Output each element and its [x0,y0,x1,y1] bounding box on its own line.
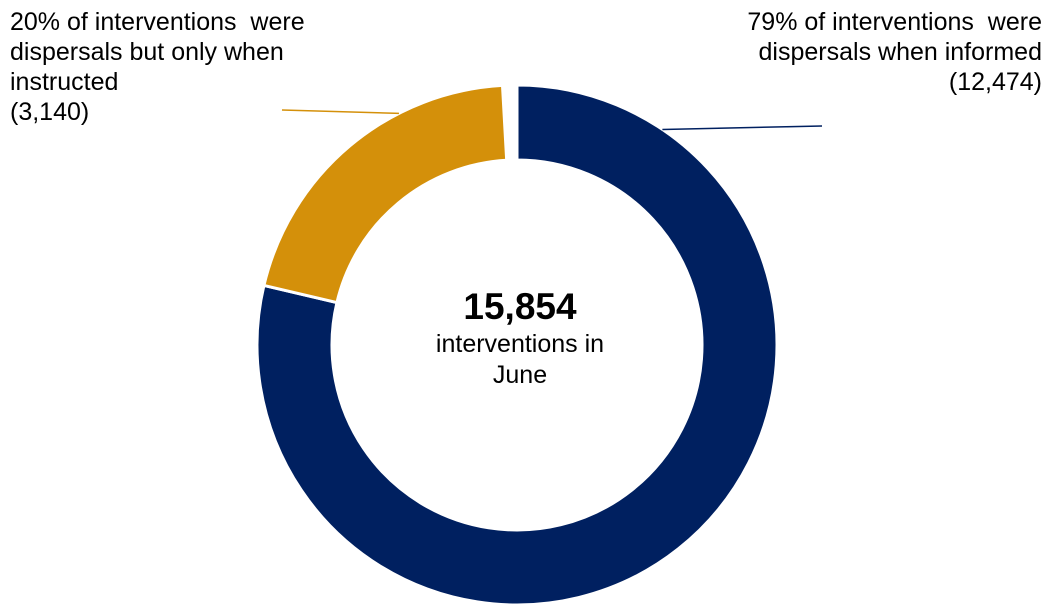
slice-label-informed-line-3: (12,474) [948,68,1042,96]
leader-line-informed [662,125,823,131]
leader-lines [281,109,823,131]
slice-label-instructed-line-2: dispersals but only when [10,38,284,66]
slice-label-informed-line-1: 79% of interventions were [747,8,1042,36]
center-total: 15,854 [463,286,577,327]
center-caption: interventions in June [395,329,645,391]
slice-label-instructed-line-1: 20% of interventions were [10,8,305,36]
leader-line-instructed [281,109,399,115]
slice-informed [255,83,779,605]
donut-center: 15,854 interventions in June [395,285,645,391]
center-caption-line-2: June [492,361,548,389]
center-caption-line-1: interventions in [435,330,605,358]
slice-instructed [262,83,509,305]
slice-label-instructed-line-3: instructed [10,68,119,96]
donut-slices [255,83,779,605]
slice-label-informed-line-2: dispersals when informed [758,38,1042,66]
slice-label-instructed-line-4: (3,140) [10,98,90,126]
slice-label-instructed: 20% of interventions were dispersals but… [10,7,305,127]
slice-label-informed: 79% of interventions were dispersals whe… [747,7,1042,97]
